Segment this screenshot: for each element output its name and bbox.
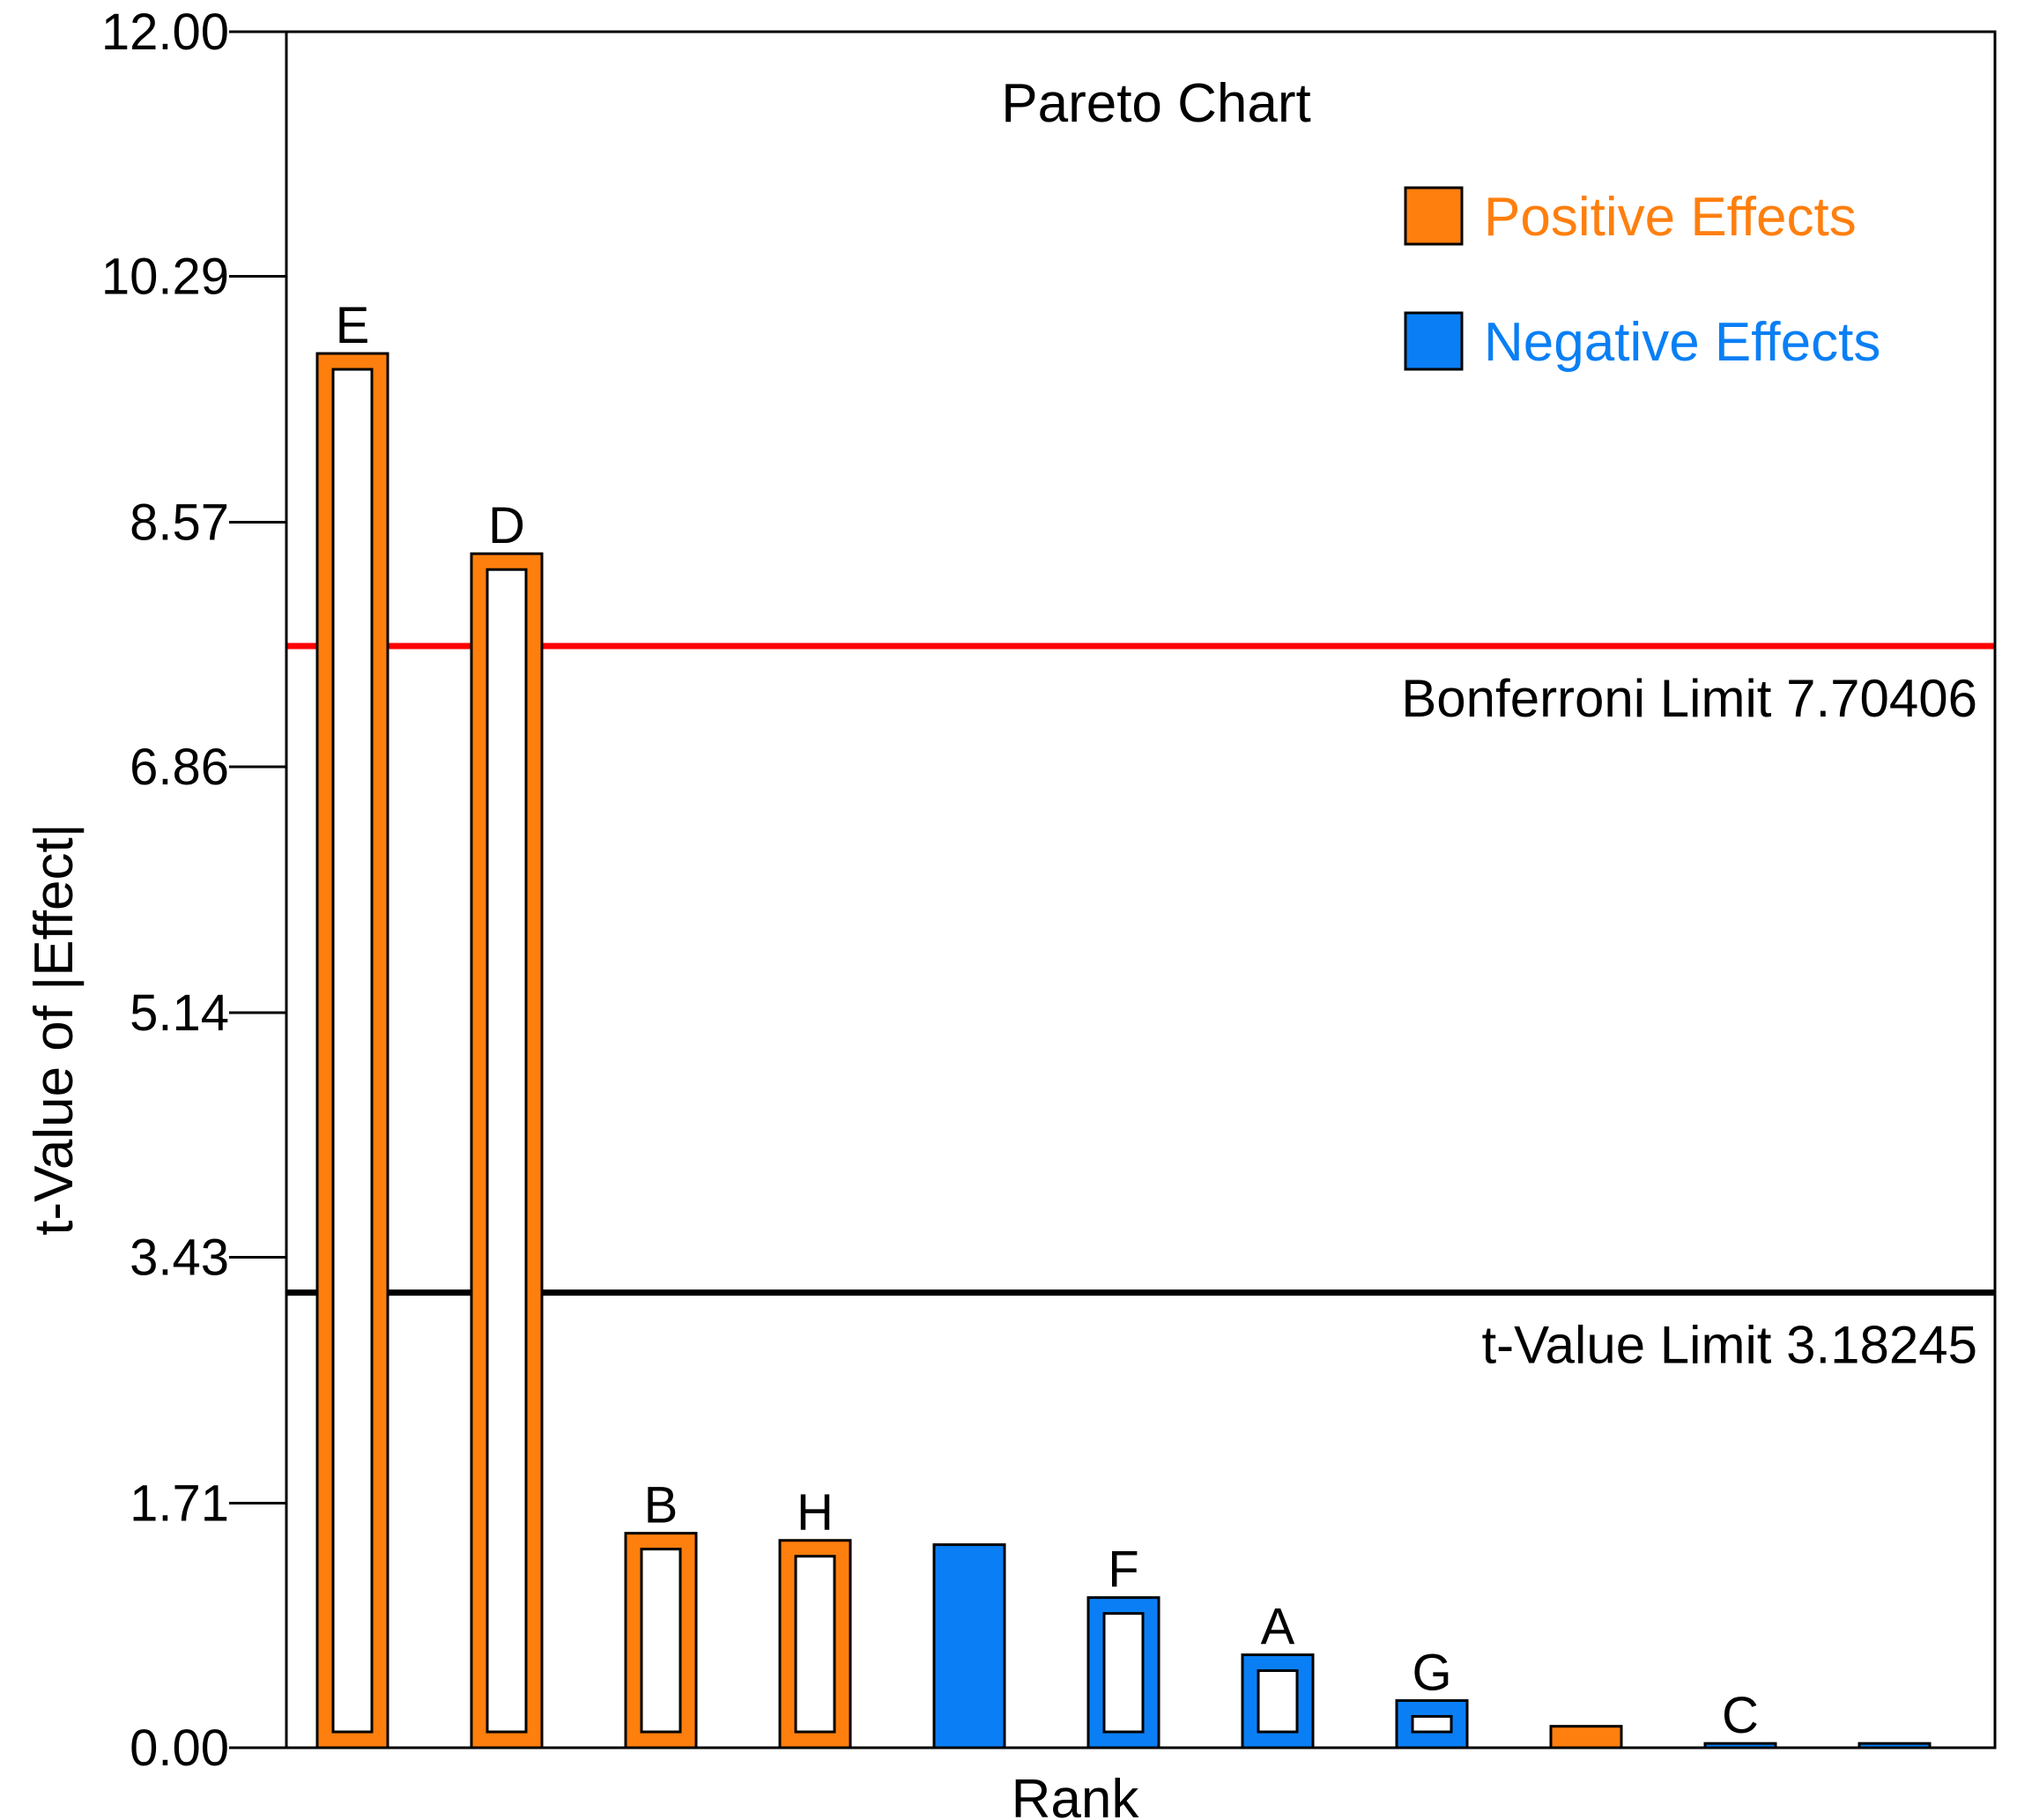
y-tick-label: 5.14 (130, 984, 229, 1042)
bar-inner (331, 368, 374, 1734)
plot-frame (285, 30, 1997, 1749)
y-tick-label: 12.00 (101, 4, 229, 61)
axes: 0.00 1.71 3.43 5.14 6.86 8.57 10.29 12.00 (101, 4, 286, 1777)
y-tick-label: 1.71 (130, 1475, 229, 1533)
bar-label: A (1261, 1599, 1295, 1656)
bar-inner (1102, 1612, 1145, 1734)
chart-title: Pareto Chart (1001, 73, 1311, 134)
legend: Positive Effects Negative Effects (1404, 186, 1880, 373)
bar-label: D (488, 497, 525, 554)
bar-label: G (1412, 1644, 1451, 1701)
y-tick-label: 3.43 (130, 1229, 229, 1286)
bar-label: C (1722, 1687, 1759, 1744)
legend-swatch-positive (1404, 186, 1464, 246)
bar-inner (1257, 1669, 1299, 1734)
bar-inner (640, 1548, 682, 1734)
y-axis-label: t-Value of |Effect| (24, 823, 85, 1236)
y-tick-label: 6.86 (130, 739, 229, 796)
y-tick-label: 0.00 (130, 1720, 229, 1777)
y-tick-label: 10.29 (101, 248, 229, 305)
bar-label: B (644, 1477, 679, 1534)
t-value-limit-label: t-Value Limit 3.18245 (1481, 1316, 1977, 1375)
bar-unlabeled-9 (1549, 1725, 1623, 1749)
legend-swatch-negative (1404, 311, 1464, 371)
x-axis-label: Rank (1012, 1769, 1140, 1820)
y-tick-label: 8.57 (130, 494, 229, 552)
limit-lines: Bonferroni Limit 7.70406 t-Value Limit 3.… (286, 643, 1995, 1375)
bar-label: H (797, 1484, 834, 1541)
bar-label: F (1108, 1541, 1138, 1599)
bar-inner (1411, 1714, 1453, 1734)
legend-label-positive: Positive Effects (1484, 187, 1857, 248)
bonferroni-limit-label: Bonferroni Limit 7.70406 (1401, 669, 1977, 728)
bar-unlabeled-5 (932, 1543, 1006, 1749)
bar-inner (794, 1555, 836, 1734)
bar-inner (486, 568, 528, 1734)
bars: E D B H F A G C (315, 297, 1932, 1749)
bar-label: E (336, 297, 370, 354)
legend-label-negative: Negative Effects (1484, 312, 1880, 373)
